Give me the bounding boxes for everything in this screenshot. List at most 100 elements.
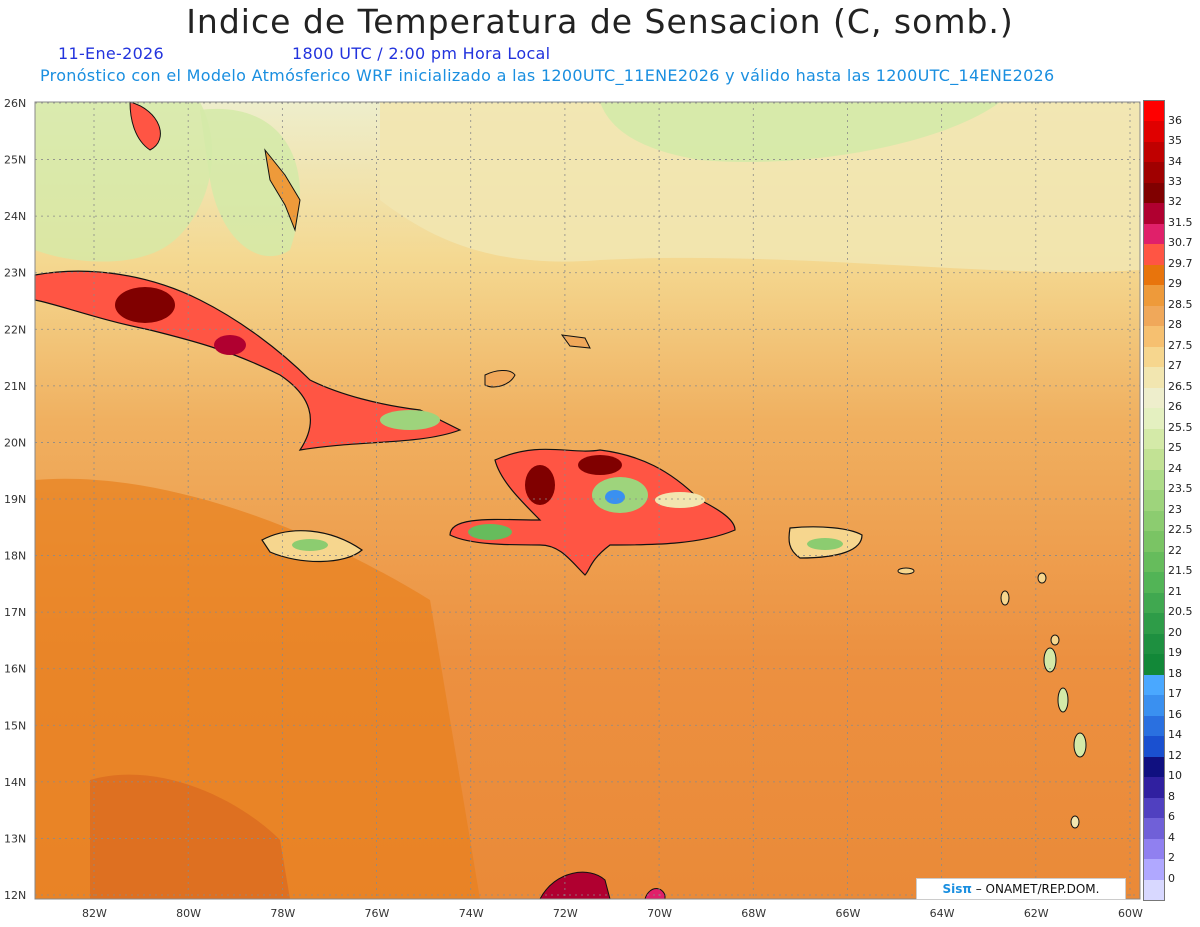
legend-label: 35 [1168, 134, 1182, 147]
legend-label: 27 [1168, 359, 1182, 373]
legend-swatch [1144, 182, 1164, 204]
lon-label: 72W [553, 907, 578, 920]
legend-swatch [1144, 305, 1164, 327]
legend-label: 34 [1168, 154, 1182, 168]
legend-label: 0 [1168, 871, 1175, 885]
lon-label: 68W [741, 907, 766, 920]
lon-label: 74W [459, 907, 484, 920]
lon-label: 66W [835, 907, 860, 920]
lon-label: 60W [1118, 907, 1143, 920]
credit-brand: Sisπ [942, 882, 972, 896]
legend-label: 36 [1168, 113, 1182, 127]
legend-label: 14 [1168, 728, 1182, 742]
lon-label: 64W [930, 907, 955, 920]
legend-swatch [1144, 101, 1164, 122]
legend-swatch [1144, 572, 1164, 594]
legend-label: 29 [1168, 277, 1182, 291]
credit-text: – ONAMET/REP.DOM. [971, 882, 1100, 896]
legend-label: 20 [1168, 625, 1182, 639]
lon-label: 82W [82, 907, 107, 920]
legend-swatch [1144, 223, 1164, 245]
lon-label: 78W [270, 907, 295, 920]
legend-swatch [1144, 531, 1164, 553]
legend-label: 22 [1168, 543, 1182, 557]
legend-swatch [1144, 346, 1164, 368]
legend-swatch [1144, 633, 1164, 655]
legend-label: 12 [1168, 748, 1182, 762]
legend-swatch [1144, 654, 1164, 676]
legend-label: 27.5 [1168, 338, 1193, 352]
legend-label: 32 [1168, 195, 1182, 209]
lat-label: 22N [4, 323, 26, 336]
lat-label: 17N [4, 606, 26, 619]
lat-label: 13N [4, 832, 26, 845]
legend-swatch [1144, 141, 1164, 163]
legend-label: 25.5 [1168, 420, 1193, 434]
lat-label: 24N [4, 210, 26, 223]
legend-label: 33 [1168, 174, 1182, 188]
map-title: Indice de Temperatura de Sensacion (C, s… [186, 2, 1014, 41]
legend-swatch [1144, 674, 1164, 696]
legend-swatch [1144, 264, 1164, 286]
legend-swatch [1144, 695, 1164, 717]
lat-label: 26N [4, 97, 26, 110]
legend-swatch [1144, 859, 1164, 880]
legend-swatch [1144, 469, 1164, 491]
legend-swatch [1144, 736, 1164, 758]
legend-label: 26.5 [1168, 379, 1193, 393]
legend-swatch [1144, 551, 1164, 573]
legend-swatch [1144, 449, 1164, 471]
legend-label: 2 [1168, 851, 1175, 864]
legend-swatch [1144, 592, 1164, 614]
legend-swatch [1144, 367, 1164, 389]
color-scale-legend [1143, 100, 1165, 901]
legend-swatch [1144, 838, 1164, 860]
lon-label: 62W [1024, 907, 1049, 920]
legend-swatch [1144, 244, 1164, 266]
forecast-date: 11-Ene-2026 [58, 44, 165, 63]
legend-swatch [1144, 797, 1164, 819]
model-init-text: Pronóstico con el Modelo Atmósferico WRF… [40, 66, 1055, 85]
legend-label: 4 [1168, 830, 1175, 844]
legend-swatch [1144, 818, 1164, 840]
credit-badge: Sisπ – ONAMET/REP.DOM. [916, 878, 1126, 900]
legend-label: 28 [1168, 318, 1182, 332]
legend-swatch [1144, 162, 1164, 184]
lat-label: 14N [4, 776, 26, 789]
legend-label: 17 [1168, 687, 1182, 701]
legend-swatch [1144, 490, 1164, 512]
legend-swatch [1144, 879, 1164, 901]
legend-label: 20.5 [1168, 605, 1193, 619]
lon-label: 76W [365, 907, 390, 920]
legend-label: 30.7 [1168, 236, 1193, 250]
legend-swatch [1144, 121, 1164, 143]
legend-label: 31.5 [1168, 215, 1193, 229]
legend-swatch [1144, 326, 1164, 348]
legend-label: 10 [1168, 769, 1182, 783]
legend-swatch [1144, 285, 1164, 307]
lat-label: 18N [4, 550, 26, 563]
lat-label: 23N [4, 267, 26, 280]
legend-label: 26 [1168, 400, 1182, 414]
legend-swatch [1144, 756, 1164, 778]
legend-label: 29.7 [1168, 256, 1193, 270]
forecast-time: 1800 UTC / 2:00 pm Hora Local [292, 44, 551, 63]
lat-label: 25N [4, 154, 26, 167]
legend-label: 21.5 [1168, 564, 1193, 578]
lat-label: 21N [4, 380, 26, 393]
heat-index-map: 26N 25N 24N 23N 22N 21N 20N 19N 18N 17N 16N 15N 14N 1… [4, 97, 1143, 920]
legend-label: 22.5 [1168, 523, 1193, 537]
legend-label: 6 [1168, 810, 1175, 824]
legend-label: 24 [1168, 461, 1182, 475]
legend-label: 25 [1168, 441, 1182, 455]
lon-label: 80W [176, 907, 201, 920]
legend-label: 23.5 [1168, 482, 1193, 496]
legend-swatch [1144, 715, 1164, 737]
legend-label: 21 [1168, 584, 1182, 598]
lat-label: 20N [4, 436, 26, 449]
legend-label: 16 [1168, 707, 1182, 721]
lat-label: 19N [4, 493, 26, 506]
legend-label: 23 [1168, 502, 1182, 516]
legend-swatch [1144, 510, 1164, 532]
legend-swatch [1144, 428, 1164, 450]
